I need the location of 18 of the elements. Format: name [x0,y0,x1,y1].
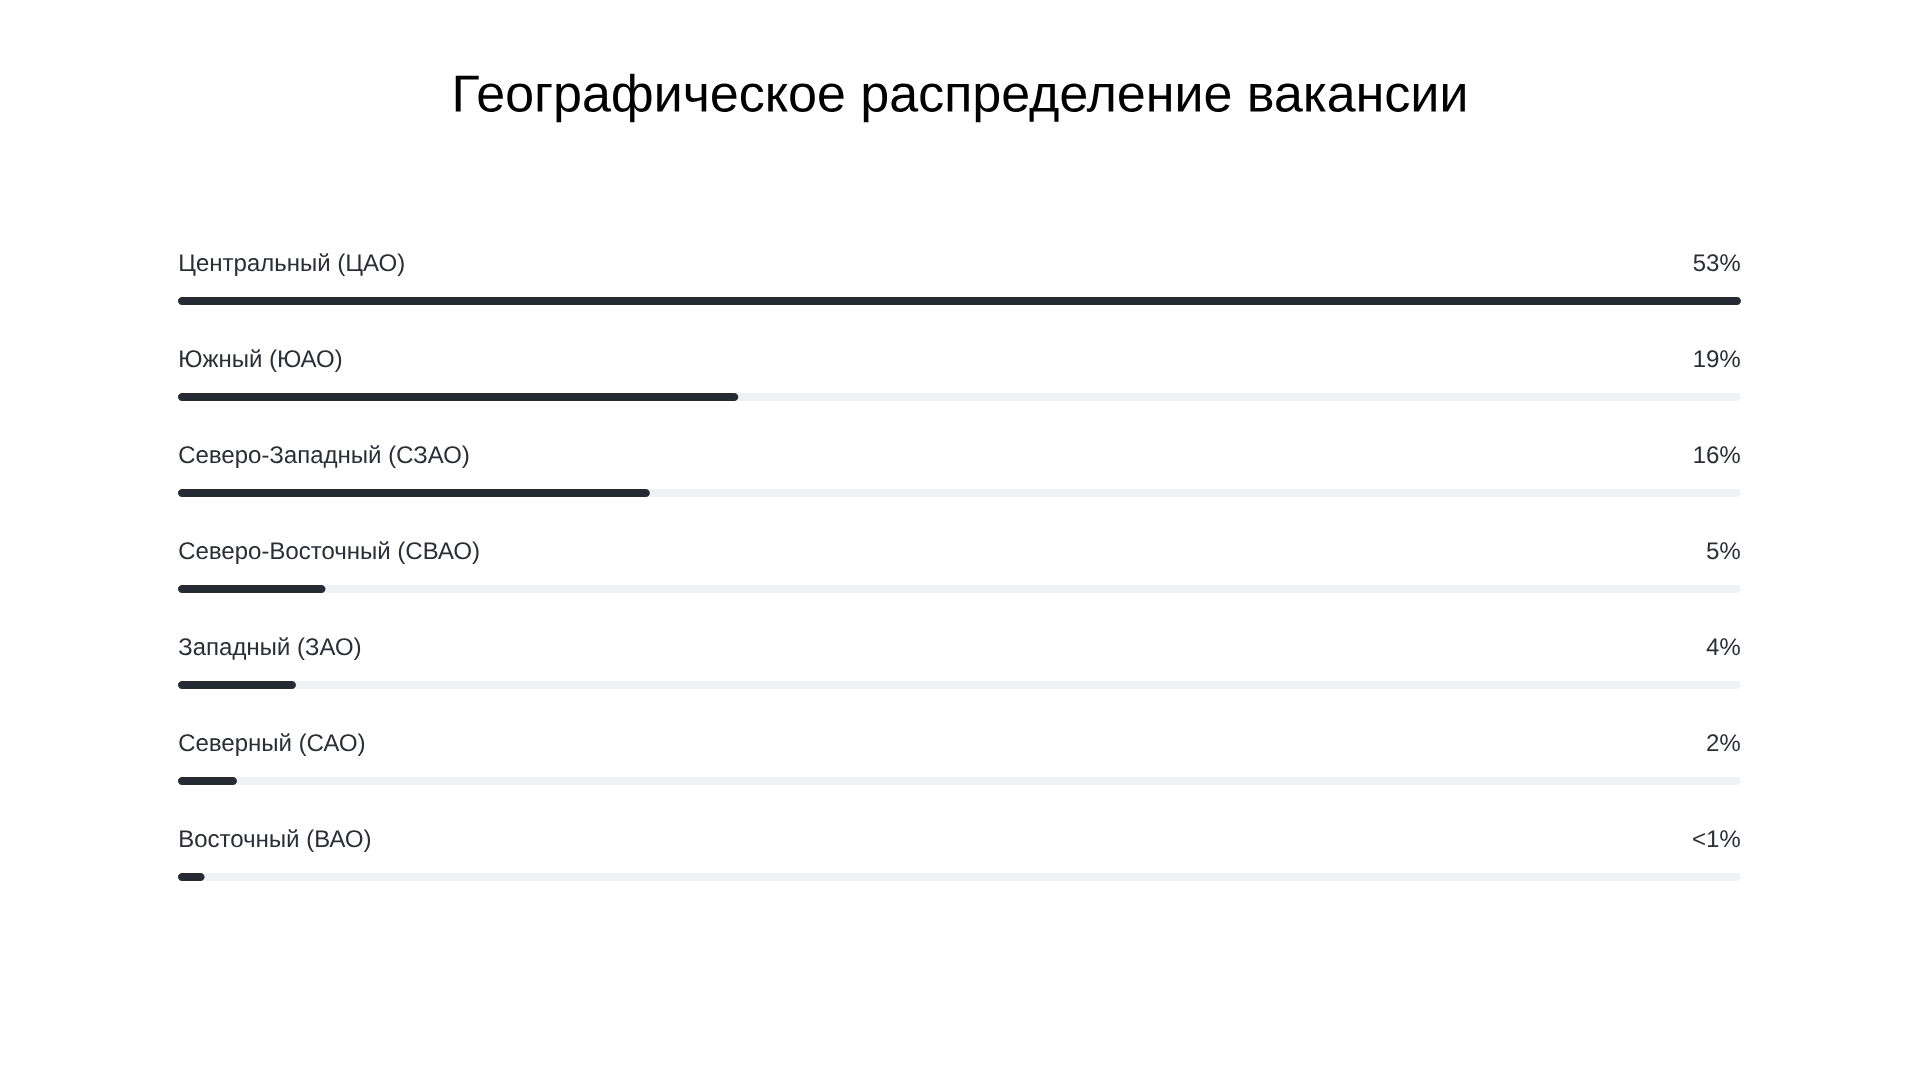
y-tick-label: Северо-Западный (СЗАО) [179,445,469,468]
y-tick-label: Южный (ЮАО) [180,349,342,372]
y-tick-label: Центральный (ЦАО) [180,253,404,276]
bar [178,585,326,594]
bar [178,681,296,690]
data-label: 2% [1707,734,1740,752]
y-tick-label: Северо-Восточный (СВАО) [179,541,479,564]
bar [178,777,237,786]
y-tick-label: Западный (ЗАО) [178,637,361,660]
data-label: 19% [1694,350,1740,368]
data-label: 53% [1693,254,1740,272]
data-label: 4% [1706,638,1740,656]
y-tick-label: Восточный (ВАО) [180,829,371,852]
data-label: <1% [1693,830,1740,848]
data-label: 16% [1694,446,1740,464]
chart-title: Географическое распределение вакансии [455,73,1465,123]
y-tick-label: Северный (САО) [179,733,365,756]
data-label: 5% [1707,542,1740,560]
